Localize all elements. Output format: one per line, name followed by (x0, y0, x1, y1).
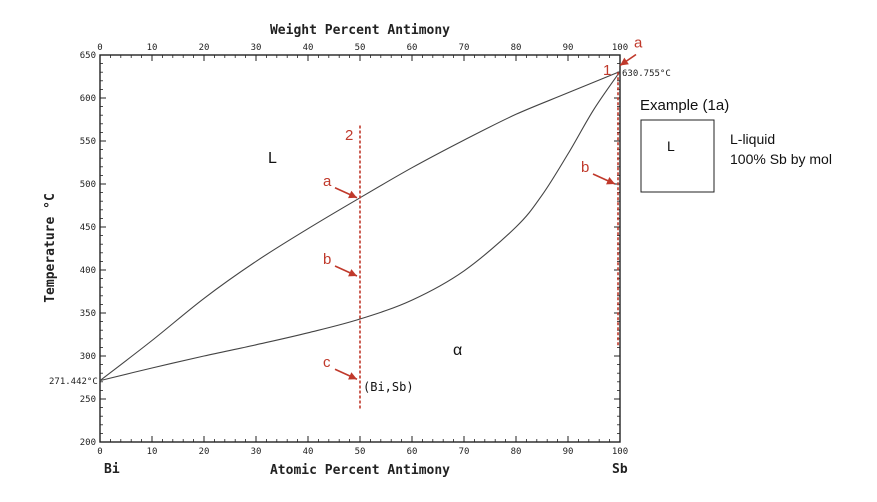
alpha-region-label: α (453, 342, 462, 359)
top-tick-label: 60 (407, 43, 418, 53)
tick-marks (99, 54, 621, 443)
legend-box (640, 119, 715, 193)
top-tick-label: 10 (147, 43, 158, 53)
white-patch (192, 130, 250, 164)
marker-label-a: a (634, 35, 643, 52)
liquid-region-label: L (268, 150, 277, 167)
sb-endpoint-label: Sb (612, 462, 628, 477)
x-tick-label: 100 (612, 447, 628, 457)
legend-box-label: L (667, 138, 675, 154)
x-tick-label: 80 (511, 447, 522, 457)
line-2-label: 2 (345, 127, 353, 144)
top-tick-label: 90 (563, 43, 574, 53)
x-tick-label: 40 (303, 447, 314, 457)
y-tick-label: 450 (80, 223, 96, 233)
top-tick-label: 0 (97, 43, 102, 53)
y-tick-label: 250 (80, 395, 96, 405)
arrow-a-head (348, 190, 357, 199)
bottom-axis-title: Atomic Percent Antimony (270, 463, 450, 478)
bi-endpoint-label: Bi (104, 462, 120, 477)
top-tick-label: 50 (355, 43, 366, 53)
top-tick-label: 20 (199, 43, 210, 53)
line-1-label: 1 (603, 62, 611, 79)
top-tick-label: 100 (612, 43, 628, 53)
top-tick-label: 80 (511, 43, 522, 53)
x-tick-label: 70 (459, 447, 470, 457)
y-tick-label: 400 (80, 266, 96, 276)
y-tick-label: 200 (80, 438, 96, 448)
bi-melting-temp-label: 271.442°C (49, 377, 98, 387)
y-tick-label: 600 (80, 94, 96, 104)
legend-title: Example (1a) (640, 97, 729, 114)
solid-phase-label: (Bi,Sb) (363, 380, 414, 394)
arrow-a-head (620, 57, 629, 66)
arrow-c-head (348, 372, 357, 380)
y-axis-title: Temperature °C (43, 193, 58, 303)
marker-label-b: b (581, 159, 589, 176)
legend-line-2: 100% Sb by mol (730, 151, 832, 167)
legend-line-1: L-liquid (730, 131, 775, 147)
marker-label-c: c (323, 354, 331, 371)
y-tick-label: 300 (80, 352, 96, 362)
sb-melting-temp-label: 630.755°C (622, 69, 671, 79)
arrow-b-head (606, 177, 615, 185)
top-axis-title: Weight Percent Antimony (270, 23, 450, 38)
x-tick-label: 60 (407, 447, 418, 457)
x-tick-label: 10 (147, 447, 158, 457)
tick-labels: 0 10 20 30 40 50 60 70 80 90 100 0 10 20 30 40 50 60 70 80 9… (80, 43, 628, 457)
x-tick-label: 90 (563, 447, 574, 457)
x-tick-label: 20 (199, 447, 210, 457)
marker-label-a: a (323, 173, 332, 190)
x-tick-label: 0 (97, 447, 102, 457)
y-tick-label: 650 (80, 51, 96, 61)
x-tick-label: 50 (355, 447, 366, 457)
solidus-curve (99, 71, 621, 382)
y-tick-label: 500 (80, 180, 96, 190)
arrow-b-head (348, 269, 357, 277)
marker-label-b: b (323, 251, 331, 268)
top-tick-label: 70 (459, 43, 470, 53)
top-tick-label: 40 (303, 43, 314, 53)
y-tick-label: 350 (80, 309, 96, 319)
y-tick-label: 550 (80, 137, 96, 147)
annotation-markers: a b c a b (323, 35, 643, 411)
top-tick-label: 30 (251, 43, 262, 53)
x-tick-label: 30 (251, 447, 262, 457)
